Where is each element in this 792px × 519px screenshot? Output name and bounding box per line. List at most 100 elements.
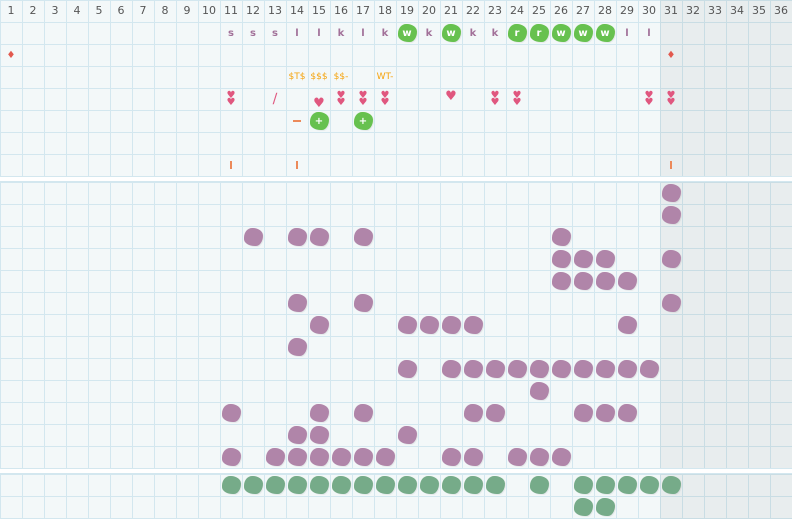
day-mark-cell[interactable]: w xyxy=(440,22,462,44)
dash-cell[interactable] xyxy=(286,110,308,132)
filled-cell[interactable] xyxy=(638,474,660,496)
heart-cell[interactable]: ♥ ♥ xyxy=(484,88,506,110)
filled-cell[interactable] xyxy=(286,446,308,468)
column-header[interactable]: 21 xyxy=(444,4,458,17)
filled-cell[interactable] xyxy=(418,474,440,496)
filled-cell[interactable] xyxy=(572,248,594,270)
tick-cell[interactable] xyxy=(660,154,682,176)
column-header[interactable]: 12 xyxy=(246,4,260,17)
column-header[interactable]: 22 xyxy=(466,4,480,17)
filled-cell[interactable] xyxy=(396,314,418,336)
day-mark-cell[interactable]: l xyxy=(638,22,660,44)
column-header[interactable]: 26 xyxy=(554,4,568,17)
filled-cell[interactable] xyxy=(616,358,638,380)
filled-cell[interactable] xyxy=(462,446,484,468)
column-header[interactable]: 19 xyxy=(400,4,414,17)
column-header[interactable]: 25 xyxy=(532,4,546,17)
filled-cell[interactable] xyxy=(374,474,396,496)
heart-cell[interactable]: ♥ ♥ xyxy=(660,88,682,110)
filled-cell[interactable] xyxy=(440,358,462,380)
day-mark-cell[interactable]: s xyxy=(220,22,242,44)
filled-cell[interactable] xyxy=(308,314,330,336)
heart-cell[interactable]: ♥ xyxy=(440,88,462,110)
column-header[interactable]: 15 xyxy=(312,4,326,17)
column-header[interactable]: 36 xyxy=(774,4,788,17)
filled-cell[interactable] xyxy=(330,446,352,468)
column-header[interactable]: 23 xyxy=(488,4,502,17)
column-header[interactable]: 35 xyxy=(752,4,766,17)
money-cell[interactable]: $T$ xyxy=(286,66,308,88)
drop-cell[interactable]: ♦ xyxy=(660,44,682,66)
filled-cell[interactable] xyxy=(594,248,616,270)
filled-cell[interactable] xyxy=(462,358,484,380)
filled-cell[interactable] xyxy=(484,358,506,380)
filled-cell[interactable] xyxy=(638,358,660,380)
day-mark-cell[interactable]: w xyxy=(594,22,616,44)
filled-cell[interactable] xyxy=(550,248,572,270)
filled-cell[interactable] xyxy=(484,402,506,424)
filled-cell[interactable] xyxy=(396,358,418,380)
filled-cell[interactable] xyxy=(550,226,572,248)
filled-cell[interactable] xyxy=(550,446,572,468)
column-header[interactable]: 1 xyxy=(7,4,15,17)
filled-cell[interactable] xyxy=(220,474,242,496)
column-header[interactable]: 20 xyxy=(422,4,436,17)
heart-cell[interactable]: ♥ ♥ xyxy=(352,88,374,110)
filled-cell[interactable] xyxy=(616,314,638,336)
plus-cell[interactable]: + xyxy=(308,110,330,132)
filled-cell[interactable] xyxy=(352,474,374,496)
day-mark-cell[interactable]: w xyxy=(396,22,418,44)
day-mark-cell[interactable]: r xyxy=(528,22,550,44)
column-header[interactable]: 7 xyxy=(139,4,147,17)
filled-cell[interactable] xyxy=(594,270,616,292)
filled-cell[interactable] xyxy=(374,446,396,468)
filled-cell[interactable] xyxy=(220,446,242,468)
column-header[interactable]: 29 xyxy=(620,4,634,17)
day-mark-cell[interactable]: k xyxy=(374,22,396,44)
filled-cell[interactable] xyxy=(286,474,308,496)
filled-cell[interactable] xyxy=(286,336,308,358)
filled-cell[interactable] xyxy=(462,314,484,336)
filled-cell[interactable] xyxy=(660,292,682,314)
column-header[interactable]: 4 xyxy=(73,4,81,17)
column-header[interactable]: 34 xyxy=(730,4,744,17)
filled-cell[interactable] xyxy=(594,474,616,496)
column-header[interactable]: 18 xyxy=(378,4,392,17)
filled-cell[interactable] xyxy=(220,402,242,424)
day-mark-cell[interactable]: k xyxy=(484,22,506,44)
filled-cell[interactable] xyxy=(594,496,616,518)
filled-cell[interactable] xyxy=(594,358,616,380)
column-header[interactable]: 10 xyxy=(202,4,216,17)
filled-cell[interactable] xyxy=(242,226,264,248)
column-header[interactable]: 33 xyxy=(708,4,722,17)
filled-cell[interactable] xyxy=(528,474,550,496)
day-mark-cell[interactable]: l xyxy=(286,22,308,44)
filled-cell[interactable] xyxy=(308,402,330,424)
filled-cell[interactable] xyxy=(528,380,550,402)
filled-cell[interactable] xyxy=(352,292,374,314)
column-header[interactable]: 32 xyxy=(686,4,700,17)
filled-cell[interactable] xyxy=(308,446,330,468)
tick-cell[interactable] xyxy=(220,154,242,176)
heart-cell[interactable]: ♥ ♥ xyxy=(374,88,396,110)
column-header[interactable]: 8 xyxy=(161,4,169,17)
filled-cell[interactable] xyxy=(660,204,682,226)
filled-cell[interactable] xyxy=(528,358,550,380)
filled-cell[interactable] xyxy=(660,474,682,496)
column-header[interactable]: 24 xyxy=(510,4,524,17)
money-cell[interactable]: WT- xyxy=(374,66,396,88)
column-header[interactable]: 11 xyxy=(224,4,238,17)
filled-cell[interactable] xyxy=(660,182,682,204)
day-mark-cell[interactable]: r xyxy=(506,22,528,44)
filled-cell[interactable] xyxy=(418,314,440,336)
day-mark-cell[interactable]: k xyxy=(418,22,440,44)
filled-cell[interactable] xyxy=(506,446,528,468)
day-mark-cell[interactable]: s xyxy=(264,22,286,44)
filled-cell[interactable] xyxy=(242,474,264,496)
filled-cell[interactable] xyxy=(528,446,550,468)
filled-cell[interactable] xyxy=(308,474,330,496)
filled-cell[interactable] xyxy=(440,474,462,496)
filled-cell[interactable] xyxy=(352,446,374,468)
filled-cell[interactable] xyxy=(550,270,572,292)
filled-cell[interactable] xyxy=(572,496,594,518)
